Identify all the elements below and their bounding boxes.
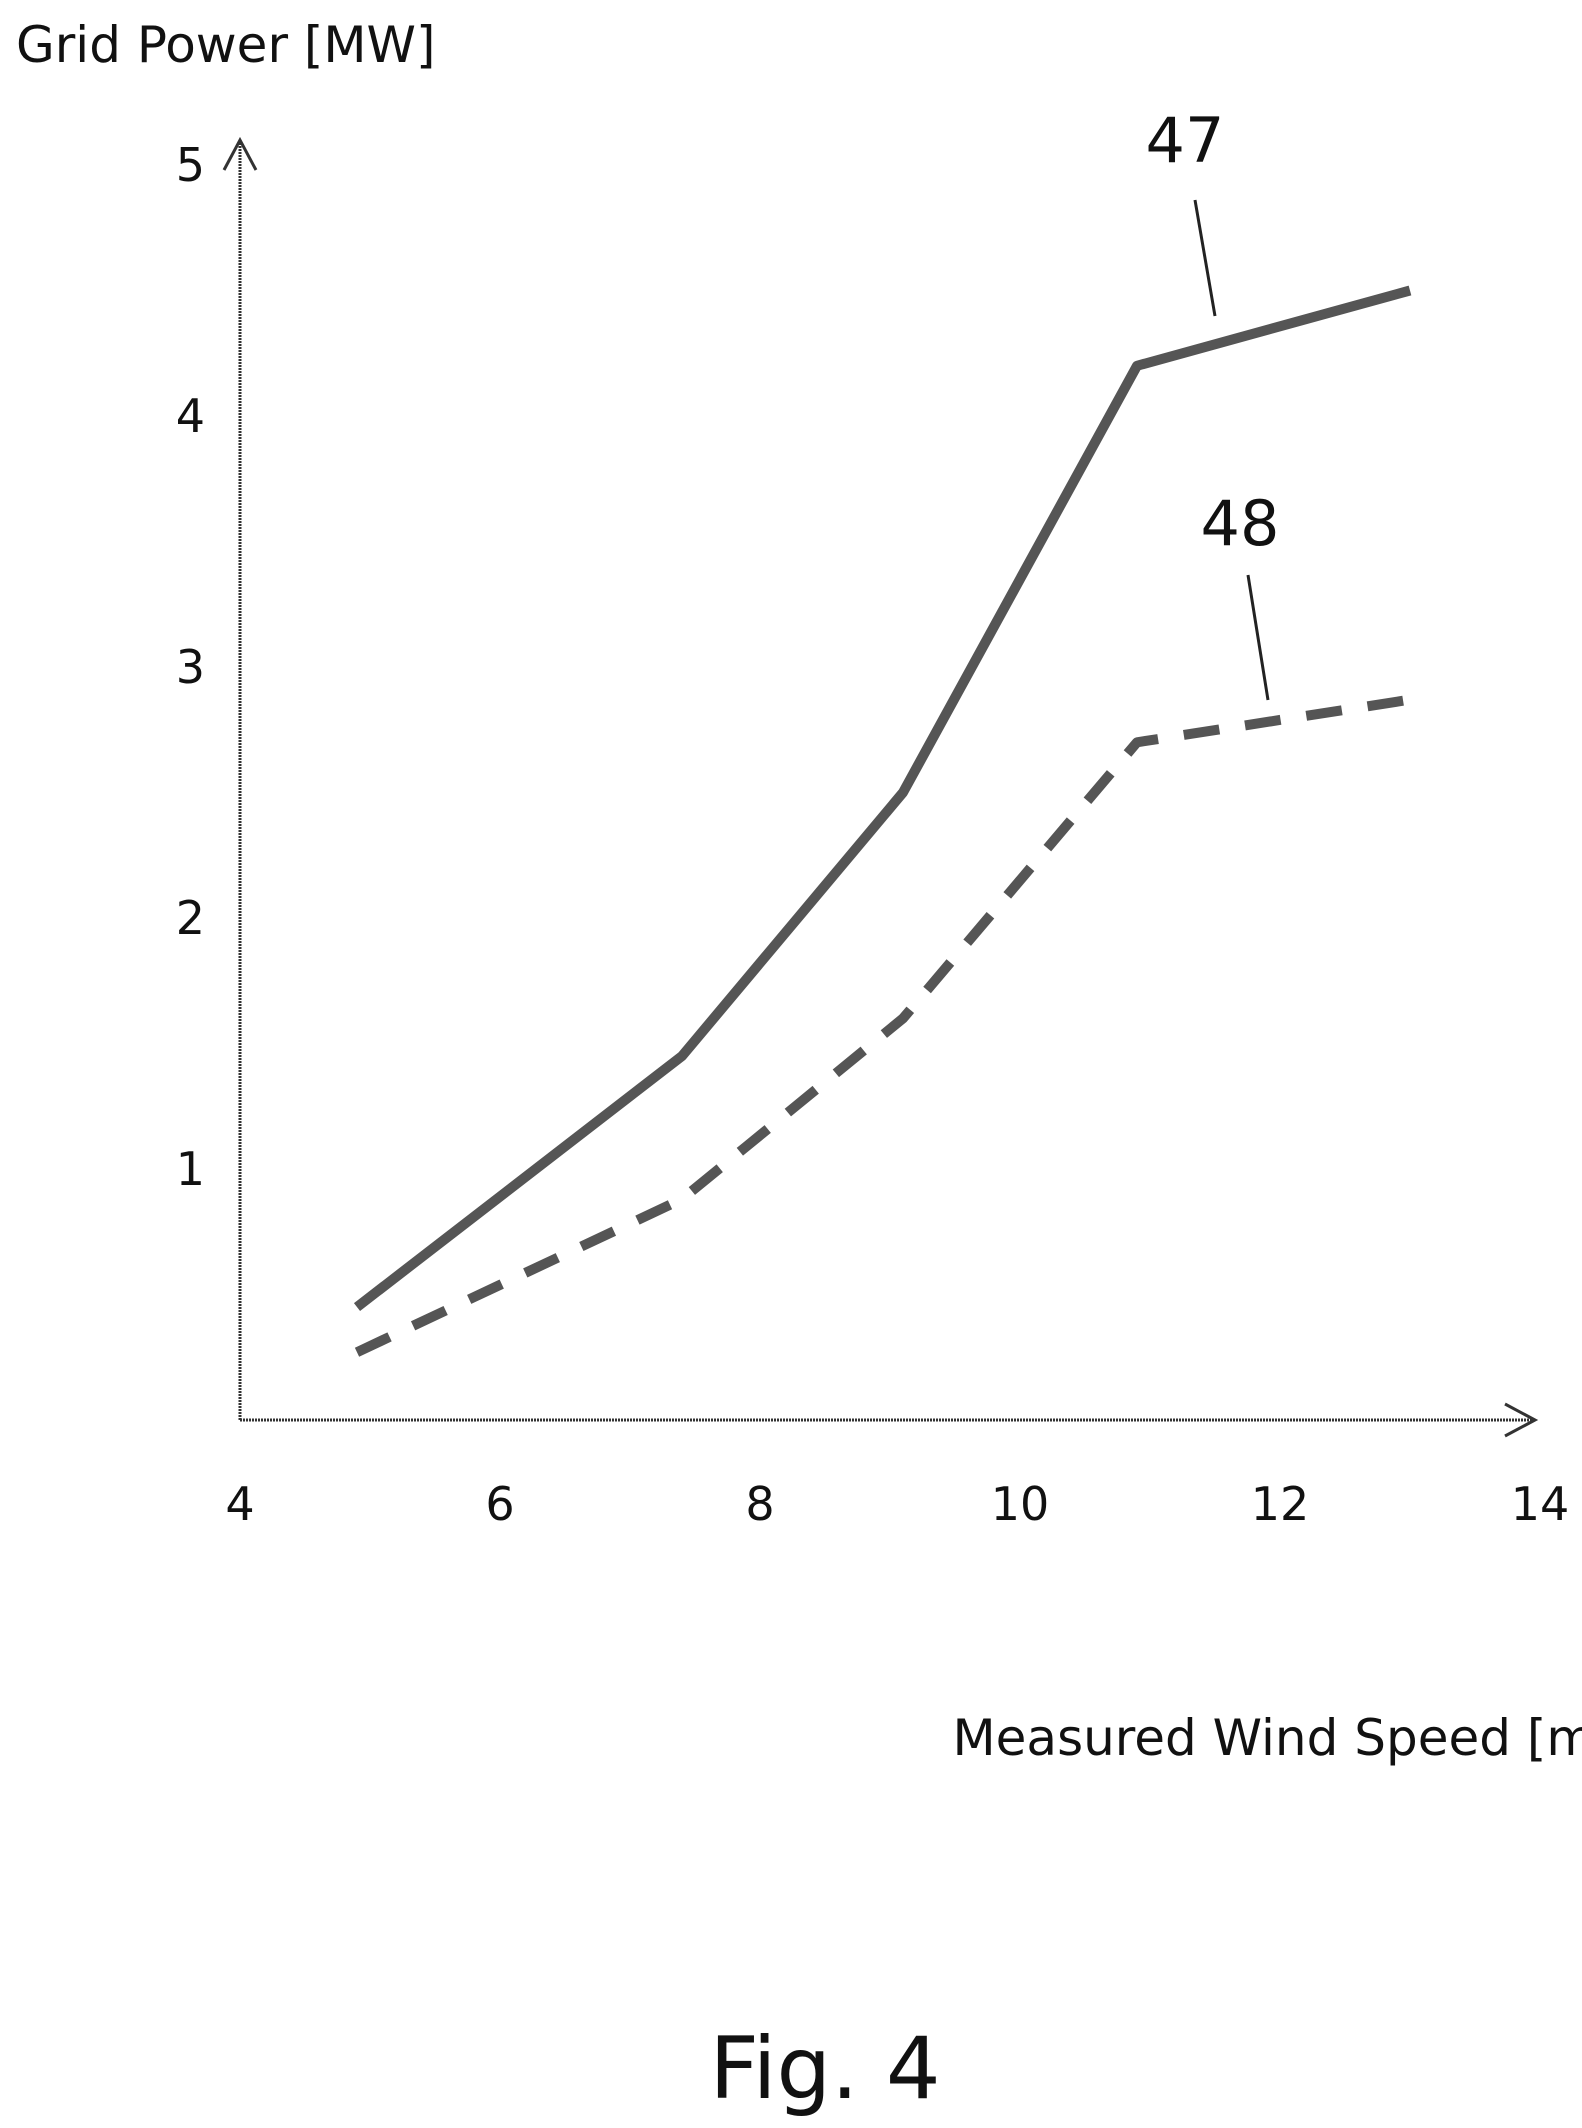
y-tick-labels: 1 2 3 4 5 [176,138,205,1196]
y-tick-label: 3 [176,640,205,694]
y-tick-label: 5 [176,138,205,192]
y-axis-arrow [222,136,258,171]
y-tick-label: 4 [176,389,205,443]
reference-label-47: 47 [1146,104,1225,177]
x-tick-label: 4 [225,1477,254,1531]
x-tick-label: 14 [1511,1477,1570,1531]
x-tick-label: 12 [1251,1477,1310,1531]
y-axis-title: Grid Power [MW] [16,16,435,74]
x-tick-label: 8 [745,1477,774,1531]
leader-line-47 [1193,199,1217,317]
y-tick-label: 1 [176,1142,205,1196]
x-axis-arrow [1504,1402,1539,1438]
figure-caption: Fig. 4 [709,2019,940,2119]
x-tick-label: 6 [485,1477,514,1531]
x-tick-label: 10 [991,1477,1050,1531]
series-group [353,285,1412,1357]
series-line-48 [354,694,1411,1357]
reference-label-48: 48 [1201,487,1280,560]
leader-line-48 [1246,574,1270,701]
y-tick-label: 2 [176,891,205,945]
series-line-47 [353,285,1412,1312]
annotation-group: 47 48 [1146,104,1280,701]
x-tick-labels: 4 6 8 10 12 14 [225,1477,1569,1531]
x-axis-title: Measured Wind Speed [m/s] [953,1709,1582,1767]
